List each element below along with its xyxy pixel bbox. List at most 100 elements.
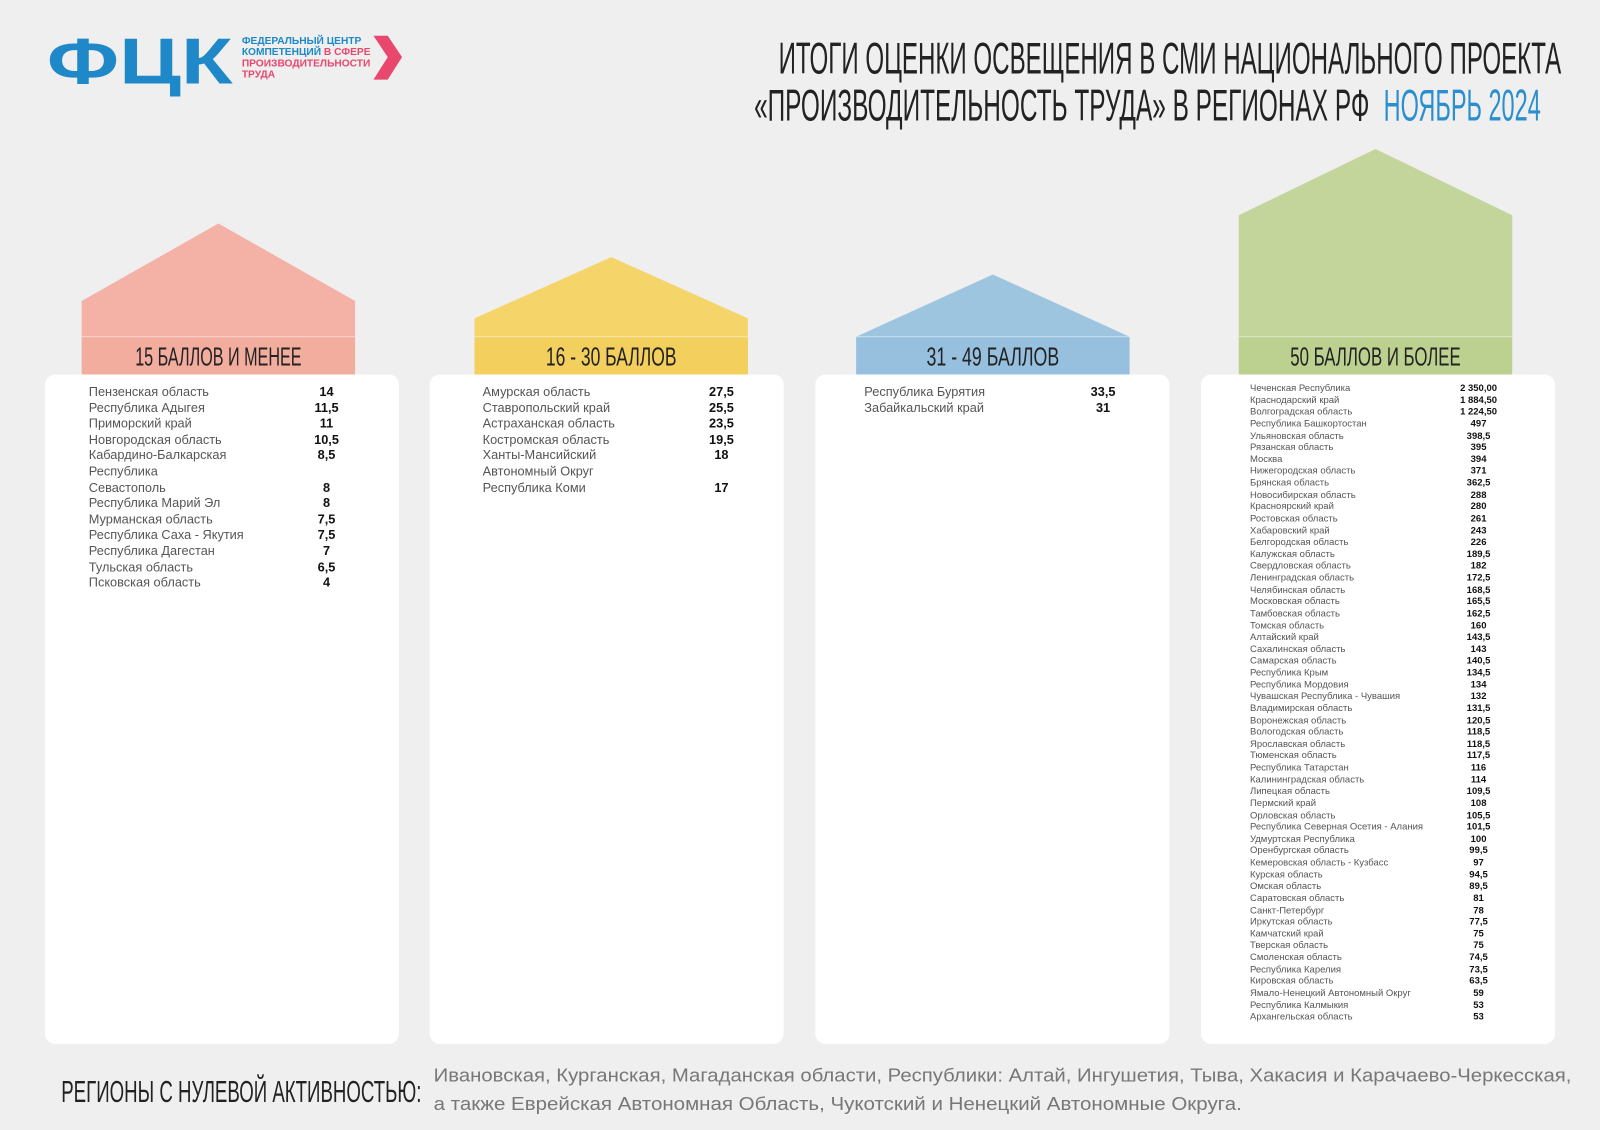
region-name: Республика Бурятия <box>864 384 985 399</box>
region-row: Кировская область 63,5 <box>1250 976 1488 988</box>
region-score: 17 <box>714 480 729 495</box>
region-name: Челябинская область <box>1249 584 1346 595</box>
house-roof <box>856 274 1130 337</box>
region-score: 31 <box>1095 400 1111 415</box>
logo-text: КОМПЕТЕНЦИЙ <box>242 45 321 58</box>
logo-text: ФЕДЕРАЛЬНЫЙ ЦЕНТР <box>242 34 362 47</box>
region-row: Рязанская область 395 <box>1250 442 1486 454</box>
region-row: Алтайский край 143,5 <box>1249 631 1490 644</box>
region-name: Липецкая область <box>1249 785 1330 797</box>
region-name: Оренбургская область <box>1249 845 1349 856</box>
region-name: Республика Калмыкия <box>1249 999 1349 1010</box>
region-row: Вологодская область 118,5 <box>1250 727 1490 739</box>
region-name: Тюменская область <box>1249 750 1337 761</box>
region-score: 10,5 <box>314 432 339 447</box>
region-list: Пензенская область 14 Республика Адыгея 11,… <box>88 385 339 592</box>
region-score: 105,5 <box>1466 809 1491 820</box>
region-row: Волгоградская область 1 224,50 <box>1250 406 1497 418</box>
region-score: 109,5 <box>1466 785 1491 797</box>
region-name: Сахалинская область <box>1249 643 1346 654</box>
region-row: Краснодарский край 1 884,50 <box>1250 395 1497 407</box>
region-name: Тамбовская область <box>1249 608 1340 619</box>
region-name: Приморский край <box>88 416 192 431</box>
region-name: Алтайский край <box>1249 631 1319 642</box>
region-score: 94,5 <box>1469 868 1488 880</box>
region-score: 8 <box>322 480 331 495</box>
region-name: Ставропольский край <box>482 400 611 415</box>
region-row: Калужская область 189,5 <box>1250 549 1490 561</box>
region-name: Костромская область <box>482 432 610 447</box>
column-label: 50 БАЛЛОВ И БОЛЕЕ <box>1290 343 1460 371</box>
region-name: Чеченская Республика <box>1249 382 1351 393</box>
region-score: 143 <box>1470 643 1487 654</box>
region-score: 162,5 <box>1466 608 1491 619</box>
region-row: Самарская область 140,5 <box>1250 655 1490 667</box>
region-score: 160 <box>1470 619 1487 631</box>
region-name: Ростовская область <box>1249 513 1338 524</box>
region-row: Кемеровская область - Кузбасс 97 <box>1250 857 1484 869</box>
region-row: Тверская область 75 <box>1250 940 1484 952</box>
house-band <box>474 336 748 375</box>
region-score: 73,5 <box>1469 963 1488 975</box>
logo-text: ТРУДА <box>242 70 276 81</box>
region-row: Брянская область 362,5 <box>1250 478 1490 490</box>
region-name: Ярославская область <box>1249 738 1346 749</box>
house-roof <box>1238 148 1513 337</box>
region-score: 134,5 <box>1466 667 1491 678</box>
column-label: 15 БАЛЛОВ И МЕНЕЕ <box>135 343 301 371</box>
region-name: Белгородская область <box>1249 536 1349 548</box>
region-list: Республика Бурятия 33,5 Забайкальский край… <box>864 384 1115 417</box>
footer-label: РЕГИОНЫ С НУЛЕВОЙ АКТИВНОСТЬЮ: <box>61 1073 421 1109</box>
region-score: 394 <box>1470 453 1487 465</box>
region-score: 288 <box>1470 489 1487 500</box>
region-score: 27,5 <box>709 384 734 399</box>
region-score: 280 <box>1470 501 1487 512</box>
region-row: Республика Татарстан 116 <box>1250 762 1486 774</box>
region-score: 23,5 <box>709 416 734 431</box>
region-row: Ульяновская область 398,5 <box>1250 430 1490 442</box>
region-name: Республика Дагестан <box>88 543 215 559</box>
region-row: Иркутская область 77,5 <box>1250 916 1488 928</box>
house-band <box>856 336 1130 375</box>
region-row: Саратовская область 81 <box>1250 893 1484 905</box>
region-row: Пензенская область 14 <box>89 385 334 401</box>
footer-text: а также Еврейская Автономная Область, Чу… <box>434 1093 1242 1114</box>
region-name: Томская область <box>1249 619 1325 631</box>
region-name: Москва <box>1249 453 1283 465</box>
region-score: 116 <box>1470 762 1487 773</box>
region-row: Хабаровский край 243 <box>1250 525 1486 537</box>
region-score: 77,5 <box>1469 916 1488 927</box>
region-name: Республика Мордовия <box>1249 679 1349 690</box>
logo-chevron <box>373 35 403 80</box>
region-score: 108 <box>1470 797 1487 809</box>
house-band <box>1238 336 1513 375</box>
logo-text: В СФЕРЕ <box>324 47 371 58</box>
region-row: Архангельская область 53 <box>1250 1011 1484 1023</box>
region-row: Чувашская Республика - Чувашия 132 <box>1250 691 1486 703</box>
region-name: Ленинградская область <box>1249 572 1355 583</box>
region-name: Омская область <box>1249 880 1322 892</box>
region-row: Ямало-Ненецкий Автономный Округ 59 <box>1250 988 1484 1000</box>
region-name: Удмуртская Республика <box>1249 833 1355 844</box>
region-name: Красноярский край <box>1249 501 1334 512</box>
region-score: 7,5 <box>317 527 336 543</box>
region-score: 89,5 <box>1469 880 1488 892</box>
region-score: 140,5 <box>1466 655 1491 666</box>
title: «ПРОИЗВОДИТЕЛЬНОСТЬ ТРУДА» В РЕГИОНАХ РФ <box>754 79 1369 130</box>
region-name: Республика Адыгея <box>88 400 205 415</box>
region-row: Приморский край 11 <box>88 416 333 433</box>
region-score: 75 <box>1473 928 1484 939</box>
region-name: Орловская область <box>1249 809 1336 820</box>
region-name: Воронежская область <box>1249 714 1347 725</box>
region-row: Липецкая область 109,5 <box>1249 785 1490 798</box>
region-row: Московская область 165,5 <box>1250 596 1490 608</box>
region-score: 6,5 <box>317 559 336 575</box>
region-score: 33,5 <box>1090 384 1116 399</box>
region-score: 7,5 <box>317 511 336 527</box>
region-row: Пермский край 108 <box>1250 798 1486 810</box>
region-score: 75 <box>1473 940 1484 951</box>
title: ИТОГИ ОЦЕНКИ ОСВЕЩЕНИЯ В СМИ НАЦИОНАЛЬНО… <box>779 32 1562 83</box>
region-score: 132 <box>1470 691 1487 702</box>
region-score: 143,5 <box>1466 631 1491 642</box>
